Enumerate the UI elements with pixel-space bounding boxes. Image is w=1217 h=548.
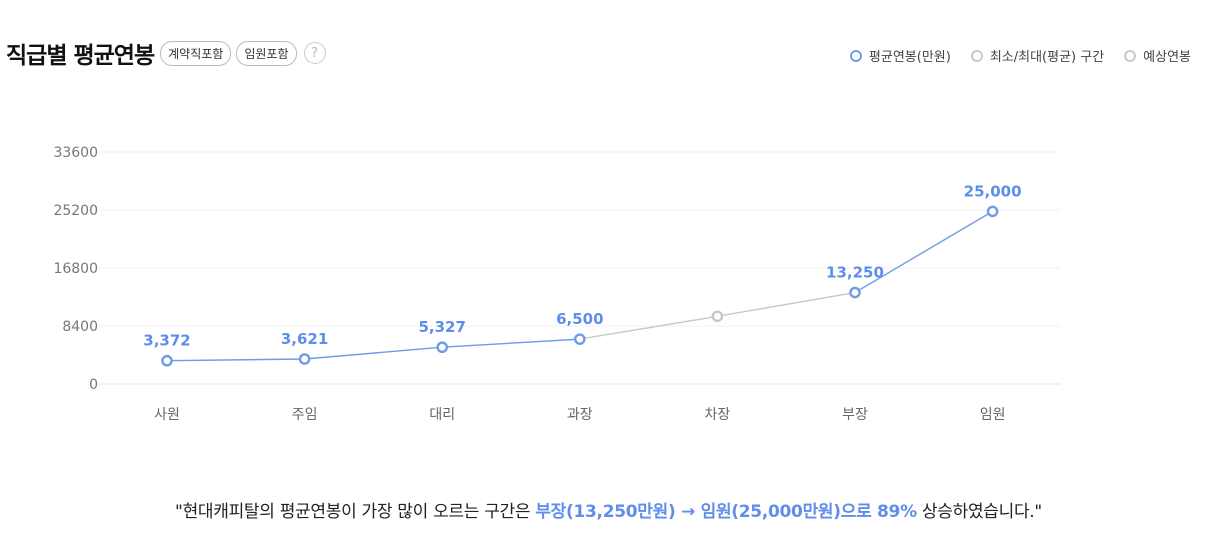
data-label: 5,327	[418, 318, 465, 336]
data-label: 3,372	[143, 332, 190, 350]
legend-marker-estimate	[1124, 49, 1137, 62]
summary-highlight: 부장(13,250만원) → 임원(25,000만원)으로 89%	[535, 502, 917, 522]
x-tick-label: 사원	[154, 407, 180, 423]
average-point	[849, 286, 861, 299]
legend-item-range[interactable]: 최소/최대(평균) 구간	[970, 46, 1105, 65]
y-tick-label: 25200	[53, 203, 98, 219]
average-point	[298, 353, 311, 365]
x-tick-label: 부장	[842, 407, 868, 423]
legend-label-average: 평균연봉(만원)	[868, 50, 951, 65]
average-point	[436, 341, 449, 354]
data-label: 25,000	[964, 182, 1022, 200]
summary-text: "현대캐피탈의 평균연봉이 가장 많이 오르는 구간은 부장(13,250만원)…	[0, 497, 1217, 522]
estimate-point	[711, 310, 724, 323]
average-series-segment	[442, 338, 580, 348]
legend-item-average[interactable]: 평균연봉(만원)	[849, 46, 951, 65]
x-tick-label: 과장	[567, 407, 593, 423]
legend-item-estimate[interactable]: 예상연봉	[1124, 46, 1191, 65]
x-tick-label: 대리	[429, 407, 455, 423]
chart-header: 직급별 평균연봉 계약직포함 임원포함 ?	[6, 36, 326, 70]
executive-included-tag[interactable]: 임원포함	[236, 40, 297, 66]
average-point	[161, 354, 173, 367]
average-series-segment	[166, 358, 305, 362]
average-series-segment	[854, 210, 993, 294]
y-tick-label: 0	[89, 377, 98, 393]
average-series-segment	[304, 346, 443, 360]
average-point	[986, 205, 999, 218]
help-icon[interactable]: ?	[303, 42, 326, 64]
y-tick-label: 8400	[62, 319, 98, 335]
salary-line-chart: 33600 25200 16800 8400 0 사원 주임 대리 과장 차장 부장 임원 3,372 3…	[53, 145, 1060, 423]
x-tick-label: 차장	[705, 407, 731, 423]
x-tick-label: 주임	[292, 407, 318, 423]
summary-prefix: "현대캐피탈의 평균연봉이 가장 많이 오르는 구간은	[175, 502, 536, 522]
legend-marker-average	[849, 49, 862, 62]
average-point	[574, 333, 586, 345]
y-tick-label: 33600	[53, 145, 98, 161]
legend-marker-range	[970, 49, 983, 62]
chart-legend: 평균연봉(만원) 최소/최대(평균) 구간 예상연봉	[830, 46, 1191, 65]
data-label: 13,250	[826, 264, 884, 282]
legend-label-estimate: 예상연봉	[1143, 50, 1191, 65]
y-tick-label: 16800	[53, 261, 98, 277]
legend-label-range: 최소/최대(평균) 구간	[989, 50, 1105, 65]
x-tick-label: 임원	[980, 407, 1006, 423]
data-label: 3,621	[281, 330, 328, 348]
page-title: 직급별 평균연봉	[6, 43, 155, 69]
data-label: 6,500	[556, 310, 603, 328]
contract-included-tag[interactable]: 계약직포함	[160, 40, 232, 66]
summary-suffix: 상승하였습니다."	[916, 502, 1042, 522]
